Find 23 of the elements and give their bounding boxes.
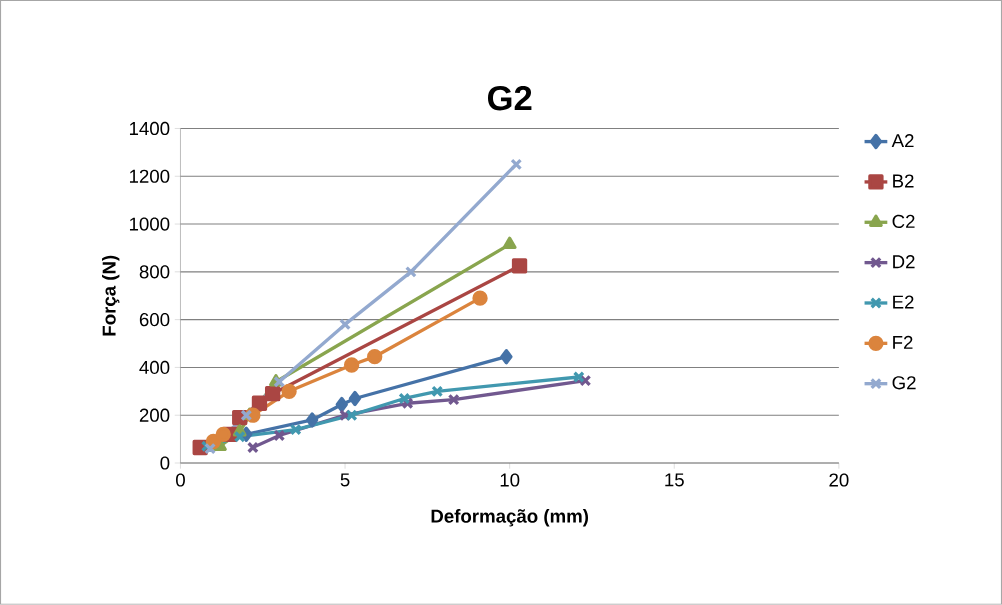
x-tick-label: 5 — [340, 473, 350, 487]
y-tick-label: 1000 — [129, 217, 170, 231]
y-axis-title: Força (N) — [102, 255, 120, 336]
x-tick-label: 20 — [829, 473, 849, 487]
legend-label: E2 — [893, 295, 914, 309]
x-tick-label: 10 — [500, 473, 520, 487]
y-tick-label: 1200 — [129, 169, 170, 183]
y-tick-label: 200 — [139, 408, 170, 422]
legend-label: F2 — [893, 335, 913, 349]
x-axis-title: Deformação (mm) — [431, 509, 589, 527]
chart-title: G2 — [487, 85, 532, 111]
x-tick-label: 0 — [176, 473, 185, 487]
y-tick-label: 600 — [139, 313, 170, 327]
legend-label: B2 — [893, 174, 914, 188]
legend-label: D2 — [893, 255, 915, 269]
y-tick-label: 400 — [139, 360, 170, 375]
y-tick-label: 0 — [160, 456, 170, 470]
y-tick-label: 1400 — [129, 121, 170, 136]
y-tick-label: 800 — [139, 265, 170, 279]
x-tick-label: 15 — [665, 473, 684, 487]
legend-label: A2 — [891, 134, 914, 148]
legend-label: G2 — [892, 376, 916, 390]
legend-label: C2 — [892, 214, 915, 229]
